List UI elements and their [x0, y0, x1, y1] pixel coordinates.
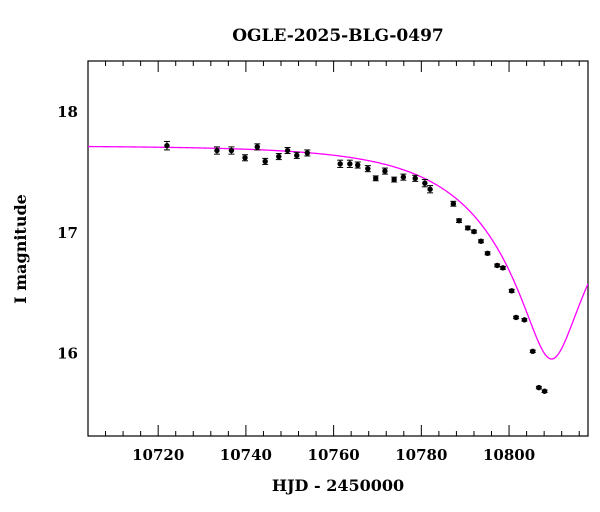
- data-marker: [214, 147, 220, 154]
- data-marker: [500, 265, 506, 271]
- data-point: [228, 146, 235, 155]
- data-point: [427, 185, 434, 194]
- data-point: [400, 173, 407, 181]
- data-point: [304, 149, 311, 157]
- data-point: [521, 317, 528, 323]
- y-axis-label: I magnitude: [11, 194, 30, 304]
- data-marker: [513, 314, 519, 321]
- data-marker: [400, 174, 407, 180]
- data-point: [513, 314, 520, 321]
- data-point: [391, 176, 398, 183]
- data-marker: [450, 201, 457, 207]
- x-tick-label: 10740: [220, 446, 272, 464]
- data-marker: [373, 175, 379, 182]
- data-point: [275, 153, 282, 161]
- chart-title: OGLE-2025-BLG-0497: [232, 26, 444, 46]
- model-curve-layer: [88, 145, 588, 360]
- data-marker: [365, 165, 371, 172]
- data-point: [541, 388, 548, 394]
- data-point: [464, 225, 471, 231]
- data-marker: [521, 317, 528, 323]
- data-points-layer: [163, 140, 548, 394]
- data-marker: [294, 152, 300, 159]
- x-tick-label: 10800: [483, 446, 535, 464]
- data-point: [477, 238, 484, 244]
- data-point: [421, 179, 428, 188]
- data-point: [470, 228, 477, 235]
- y-tick-label: 17: [57, 224, 78, 242]
- data-marker: [494, 262, 500, 269]
- data-marker: [276, 153, 282, 160]
- data-marker: [337, 161, 343, 167]
- data-marker: [422, 180, 428, 186]
- data-marker: [355, 162, 361, 168]
- data-marker: [456, 217, 462, 224]
- data-point: [450, 200, 457, 207]
- data-marker: [465, 225, 471, 231]
- data-marker: [391, 176, 397, 183]
- data-point: [242, 154, 249, 162]
- data-point: [163, 140, 170, 151]
- y-tick-label: 16: [57, 345, 78, 363]
- x-axis-label: HJD - 2450000: [272, 476, 404, 495]
- data-marker: [347, 161, 353, 167]
- data-marker: [530, 348, 536, 355]
- data-marker: [382, 168, 388, 174]
- x-tick-label: 10760: [308, 446, 360, 464]
- data-point: [293, 151, 300, 159]
- model-curve: [88, 145, 588, 360]
- data-marker: [304, 150, 310, 156]
- data-point: [412, 174, 419, 182]
- data-marker: [427, 186, 433, 192]
- data-point: [484, 250, 491, 257]
- data-point: [354, 161, 361, 169]
- data-point: [508, 288, 515, 294]
- y-tick-label: 18: [57, 103, 78, 121]
- data-point: [337, 159, 344, 168]
- x-tick-label: 10720: [132, 446, 184, 464]
- data-point: [284, 146, 291, 155]
- data-marker: [471, 228, 477, 235]
- data-marker: [228, 147, 235, 154]
- data-point: [262, 157, 269, 165]
- data-point: [346, 159, 353, 168]
- data-marker: [164, 142, 170, 149]
- x-tick-labels: 10720 10740 10760 10780 10800: [132, 446, 535, 464]
- data-marker: [541, 388, 548, 394]
- data-marker: [412, 175, 418, 182]
- data-point: [456, 217, 463, 224]
- data-point: [372, 175, 379, 182]
- data-point: [213, 146, 220, 155]
- axis-ticks: [87, 61, 580, 436]
- y-tick-labels: 16 17 18: [57, 103, 78, 363]
- data-marker: [242, 155, 248, 161]
- data-marker: [284, 147, 291, 154]
- data-point: [364, 165, 371, 173]
- data-marker: [508, 288, 515, 294]
- data-point: [499, 265, 506, 271]
- data-point: [535, 384, 542, 391]
- plot-frame: [87, 60, 589, 437]
- data-point: [529, 348, 536, 355]
- data-marker: [484, 250, 491, 257]
- data-marker: [262, 158, 268, 165]
- data-point: [494, 262, 501, 269]
- data-marker: [254, 144, 260, 150]
- data-marker: [478, 238, 484, 244]
- x-tick-label: 10780: [395, 446, 447, 464]
- data-point: [381, 167, 388, 175]
- data-marker: [536, 384, 542, 391]
- data-point: [254, 143, 261, 151]
